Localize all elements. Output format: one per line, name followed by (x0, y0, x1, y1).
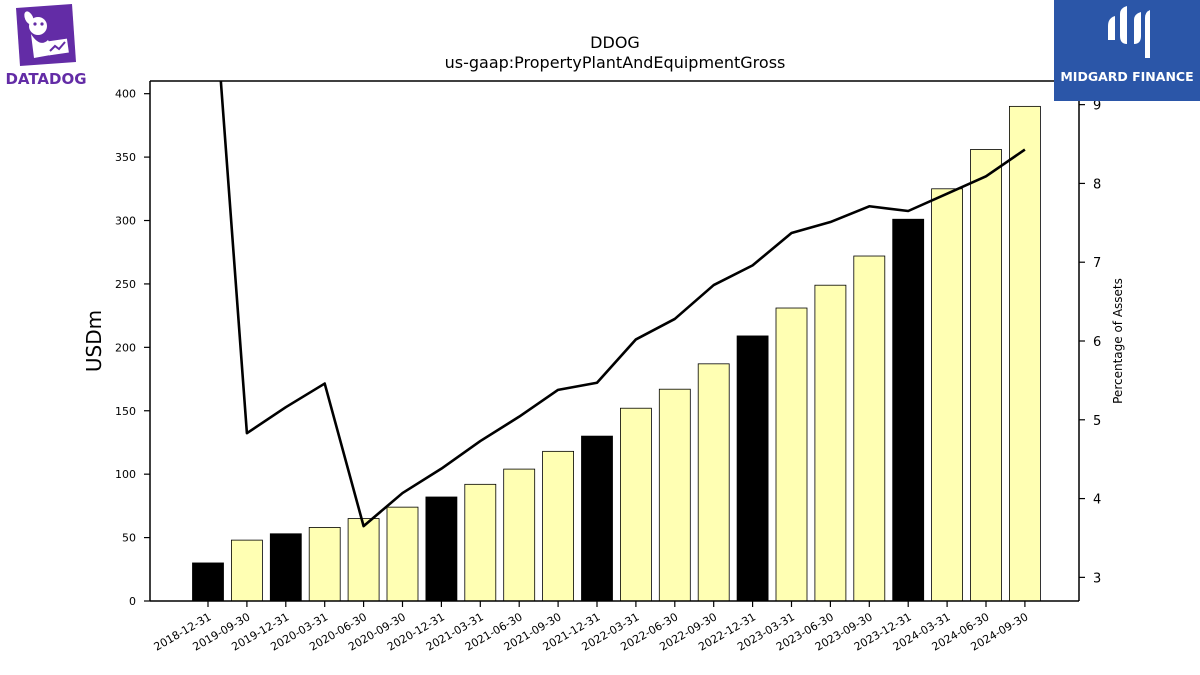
y-tick-label: 250 (115, 278, 136, 291)
y2-tick-label: 6 (1093, 335, 1101, 350)
bar-2019-09-30 (230, 539, 263, 602)
percentage-line (219, 81, 1026, 528)
y-tick-label: 300 (115, 215, 136, 228)
bar-2019-12-31 (269, 533, 302, 602)
y2-tick-label: 9 (1093, 99, 1101, 114)
y2-tick-label: 7 (1093, 256, 1101, 271)
chart-title: DDOG (590, 33, 640, 52)
y-tick-label: 150 (115, 405, 136, 418)
bars-layer (192, 105, 1041, 602)
bar-2022-06-30 (658, 388, 691, 602)
bar-2021-12-31 (581, 435, 613, 602)
bar-2022-03-31 (620, 407, 652, 602)
bar-2023-03-31 (775, 307, 808, 602)
midgard-finance-text: MIDGARD FINANCE (1060, 69, 1194, 84)
datadog-dog-icon (16, 4, 76, 66)
y2-tick-label: 3 (1093, 571, 1101, 586)
bar-2024-09-30 (1009, 105, 1041, 602)
bar-2022-12-31 (736, 335, 769, 602)
bar-2021-03-31 (464, 483, 497, 602)
bar-2021-09-30 (542, 450, 574, 602)
line-layer (219, 81, 1026, 528)
bar-2023-12-31 (892, 218, 925, 602)
y2-tick-label: 8 (1093, 177, 1101, 192)
bar-2023-06-30 (814, 284, 847, 602)
bar-2020-12-31 (425, 496, 458, 602)
bar-2022-09-30 (697, 363, 730, 602)
midgard-emblem-icon (1108, 6, 1150, 58)
y-tick-label: 0 (129, 595, 136, 608)
y2-axis-label: Percentage of Assets (1111, 278, 1125, 404)
bar-2020-09-30 (386, 506, 419, 602)
datadog-logo: DATADOG (4, 4, 88, 90)
bar-2020-06-30 (347, 518, 380, 602)
bar-2024-03-31 (931, 188, 963, 602)
y-axis-label: USDm (82, 310, 106, 372)
y-tick-label: 100 (115, 468, 136, 481)
bar-2023-09-30 (853, 255, 886, 602)
bar-2020-03-31 (308, 527, 341, 602)
y-tick-label: 350 (115, 151, 136, 164)
midgard-finance-logo: MIDGARD FINANCE (1054, 0, 1200, 101)
y2-tick-label: 5 (1093, 414, 1101, 429)
chart-subtitle: us-gaap:PropertyPlantAndEquipmentGross (445, 53, 786, 72)
y-tick-label: 50 (122, 532, 136, 545)
y2-tick-label: 4 (1093, 493, 1101, 508)
bar-2018-12-31 (192, 562, 224, 602)
y-tick-label: 200 (115, 341, 136, 354)
bar-2021-06-30 (503, 468, 536, 602)
y-tick-label: 400 (115, 88, 136, 101)
bar-2024-06-30 (970, 149, 1002, 602)
datadog-logo-text: DATADOG (5, 70, 87, 88)
